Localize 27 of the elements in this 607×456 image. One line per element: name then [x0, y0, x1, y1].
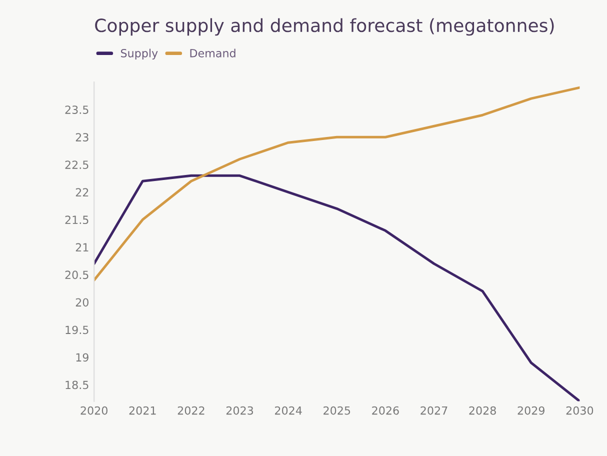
x-tick-label: 2030 [566, 406, 594, 415]
line-series [94, 174, 580, 402]
x-tick-label: 2021 [129, 406, 156, 415]
y-tick-label: 21.5 [65, 216, 88, 224]
x-tick-label: 2023 [226, 406, 254, 415]
chart-title: Copper supply and demand forecast (megatonnes) [95, 18, 554, 36]
y-tick-label: 21 [76, 243, 88, 252]
x-tick-label: 2025 [324, 406, 350, 415]
x-tick-label: 2027 [420, 406, 448, 415]
y-tick-label: 19 [76, 353, 88, 362]
y-tick-label: 19.5 [66, 326, 88, 334]
y-tick-label: 20.5 [65, 270, 88, 280]
x-tick-label: 2022 [178, 406, 204, 415]
x-tick-label: 2028 [469, 406, 496, 415]
y-tick-label: 22.5 [65, 160, 88, 170]
x-tick-label: 2020 [80, 406, 108, 415]
y-tick-label: 22 [76, 188, 88, 196]
x-tick-label: 2029 [518, 406, 544, 415]
y-tick-label: 23.5 [65, 106, 88, 114]
x-tick-label: 2024 [275, 406, 302, 415]
line-series [94, 86, 580, 282]
legend-label: Supply [120, 48, 158, 60]
y-tick-label: 23 [76, 133, 88, 142]
y-tick-label: 18.5 [66, 380, 88, 390]
legend-label: Demand [190, 48, 236, 58]
x-tick-label: 2026 [372, 406, 399, 415]
y-tick-label: 20 [76, 298, 88, 307]
